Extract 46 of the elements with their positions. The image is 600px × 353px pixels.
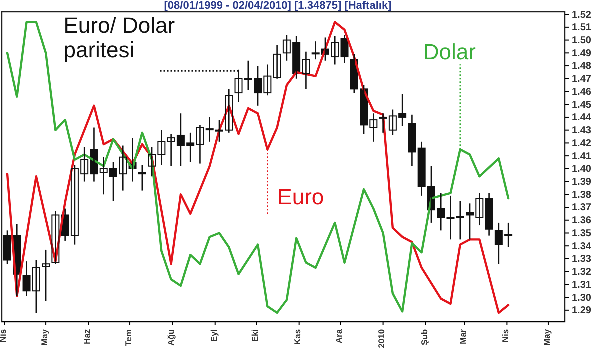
x-tick-label: 2010: [376, 329, 387, 348]
candlestick: [52, 210, 60, 265]
x-tick-label: Tem: [123, 328, 134, 346]
y-tick-label: 1.52: [572, 10, 592, 21]
candlestick: [273, 44, 282, 80]
y-tick-label: 1.41: [572, 151, 592, 162]
y-tick-label: 1.48: [572, 61, 592, 72]
y-tick-label: 1.36: [572, 216, 592, 227]
annotation: Euro/ Dolar paritesi: [64, 13, 176, 62]
y-tick-label: 1.39: [572, 176, 592, 188]
x-tick-label: Eyl: [208, 329, 219, 342]
y-tick-label: 1.49: [572, 48, 592, 60]
x-tick-label: May: [542, 329, 552, 346]
y-tick-label: 1.47: [572, 74, 592, 86]
x-tick-label: May: [39, 329, 50, 346]
y-tick-label: 1.51: [572, 22, 592, 34]
y-tick-label: 1.42: [572, 138, 592, 150]
y-tick-label: 1.38: [572, 190, 592, 201]
x-tick-label: Kas: [292, 329, 303, 345]
y-tick-label: 1.32: [572, 267, 592, 278]
y-tick-label: 1.37: [572, 202, 592, 214]
annotation: Dolar: [423, 40, 476, 65]
y-tick-label: 1.43: [572, 126, 592, 137]
y-tick-label: 1.30: [572, 292, 592, 304]
x-tick-label: Ağu: [166, 329, 176, 346]
x-tick-label: Eki: [250, 329, 260, 342]
chart-title: [08/01/1999 - 02/04/2010] [1.34875] [Haftalık]: [164, 0, 392, 12]
y-tick-label: 1.40: [572, 164, 592, 176]
x-tick-label: Ara: [334, 329, 344, 344]
x-tick-label: Nis: [0, 329, 8, 343]
y-tick-label: 1.50: [572, 36, 592, 46]
x-tick-label: Nis: [500, 329, 511, 343]
y-tick-label: 1.34: [572, 241, 592, 252]
candlestick: [42, 249, 50, 302]
x-tick-label: Haz: [82, 329, 92, 345]
y-tick-label: 1.35: [572, 228, 592, 240]
y-tick-label: 1.33: [572, 254, 592, 266]
annotation: Euro: [278, 184, 324, 210]
x-tick-label: Şub: [419, 329, 430, 346]
x-tick-label: Mar: [458, 328, 468, 345]
y-tick-label: 1.44: [572, 112, 592, 124]
y-tick-label: 1.29: [572, 306, 592, 317]
y-tick-label: 1.31: [572, 280, 592, 291]
y-tick-label: 1.45: [572, 100, 592, 111]
candlestick: [456, 200, 464, 240]
y-tick-label: 1.46: [572, 86, 592, 98]
